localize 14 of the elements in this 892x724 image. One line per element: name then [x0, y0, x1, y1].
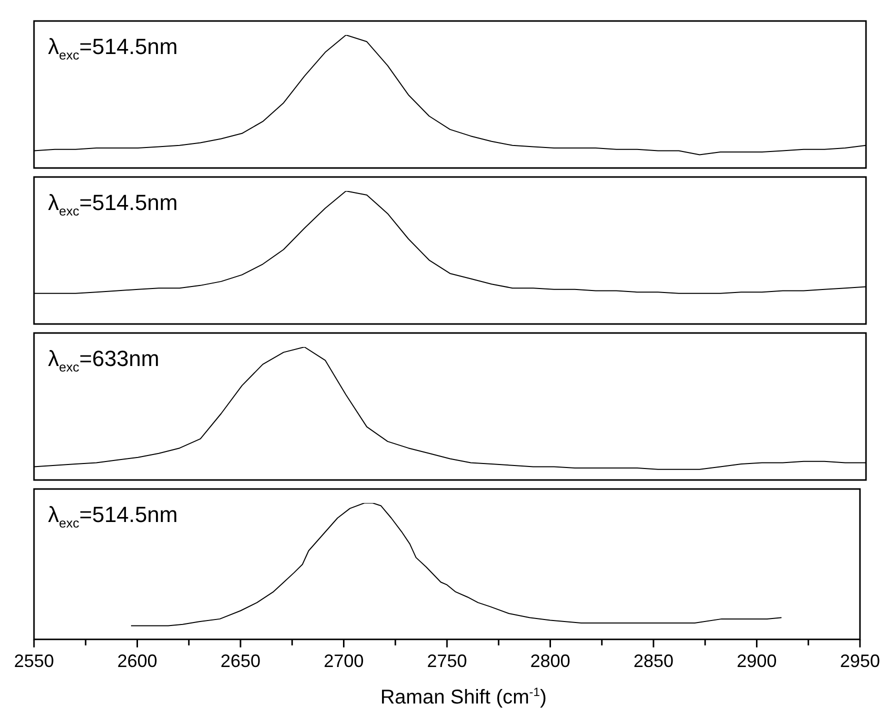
x-tick-label: 2950 — [840, 651, 880, 672]
x-tick-label: 2550 — [14, 651, 54, 672]
x-axis-title: Raman Shift (cm$^{-1}$) — [379, 685, 548, 710]
x-tick-label: 2600 — [117, 651, 158, 672]
annotation: λ$_{exc}$=633nm — [48, 346, 160, 374]
x-tick-label: 2800 — [530, 651, 570, 672]
annotation: λ$_{exc}$=514.5nm — [48, 502, 178, 530]
x-tick-label: 2900 — [736, 651, 777, 672]
x-tick-label: 2750 — [426, 651, 468, 672]
annotation: λ$_{exc}$=514.5nm — [48, 34, 178, 62]
x-tick-label: 2650 — [220, 651, 261, 672]
x-tick-label: 2850 — [633, 651, 674, 672]
annotation: λ$_{exc}$=514.5nm — [48, 190, 178, 218]
x-tick-label: 2700 — [324, 651, 364, 672]
